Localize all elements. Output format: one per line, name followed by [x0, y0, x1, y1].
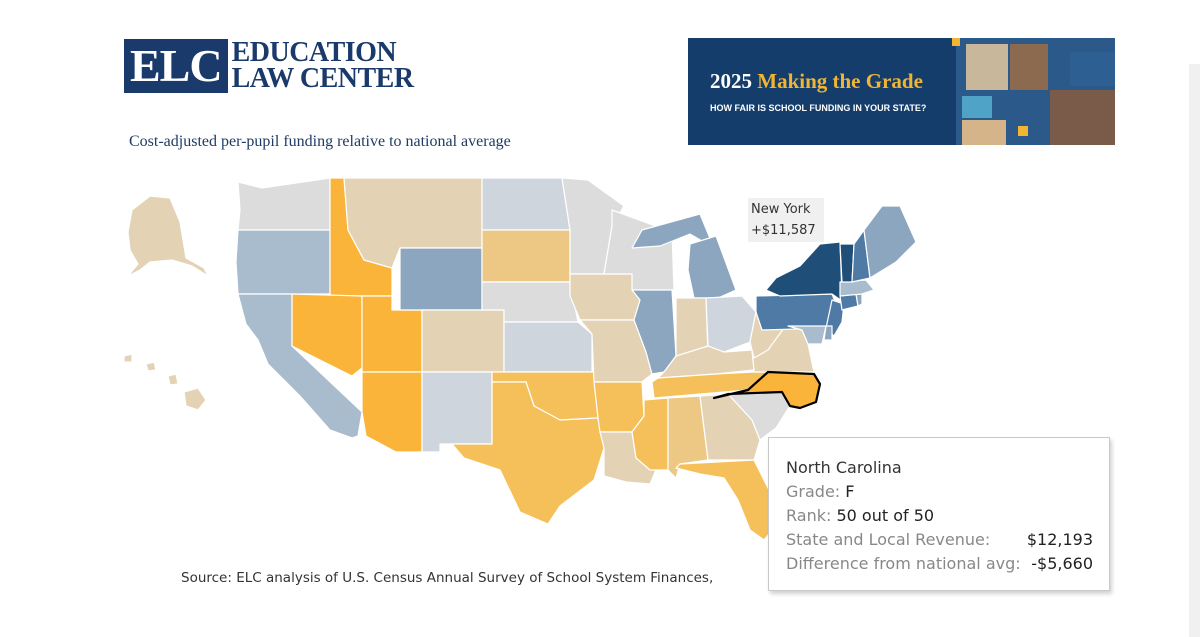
state-nevada[interactable] — [291, 293, 363, 377]
photo-tile-icon — [1010, 44, 1048, 90]
logo-line-2: LAW CENTER — [231, 63, 414, 94]
photo-tile-icon — [1050, 90, 1115, 145]
photo-tile-icon — [966, 44, 1008, 90]
elc-logo[interactable]: ELC EDUCATION LAW CENTER — [124, 38, 414, 94]
difference-value: -$5,660 — [1031, 554, 1093, 573]
logo-abbrev: ELC — [124, 39, 228, 93]
state-texas[interactable] — [451, 381, 605, 525]
state-wyoming[interactable] — [399, 247, 483, 311]
state-north-dakota[interactable] — [481, 177, 571, 231]
source-note: Source: ELC analysis of U.S. Census Annu… — [181, 570, 714, 586]
vertical-scrollbar[interactable] — [1189, 64, 1200, 637]
map-subtitle: Cost-adjusted per-pupil funding relative… — [129, 133, 511, 150]
tooltip-grade: Grade: F — [786, 480, 1093, 504]
rank-value: 50 out of 50 — [836, 506, 935, 525]
banner-year: 2025 — [710, 69, 752, 93]
hover-state-value: +$11,587 — [751, 223, 816, 238]
state-new-mexico[interactable] — [421, 371, 493, 453]
tooltip-revenue: State and Local Revenue: $12,193 — [786, 528, 1093, 552]
difference-label: Difference from national avg: — [786, 554, 1021, 573]
state-north-carolina[interactable] — [712, 370, 822, 410]
logo-wordmark: EDUCATION LAW CENTER — [231, 37, 414, 94]
state-washington[interactable] — [237, 177, 331, 231]
rank-label: Rank: — [786, 506, 832, 525]
banner-subtitle: HOW FAIR IS SCHOOL FUNDING IN YOUR STATE… — [710, 103, 927, 113]
logo-line-1: EDUCATION — [231, 37, 397, 68]
state-kansas[interactable] — [503, 321, 593, 373]
state-arkansas[interactable] — [593, 381, 645, 433]
state-michigan[interactable] — [631, 213, 715, 249]
revenue-label: State and Local Revenue: — [786, 530, 991, 549]
tooltip-rank: Rank: 50 out of 50 — [786, 504, 1093, 528]
state-michigan-lower[interactable] — [687, 235, 737, 299]
state-connecticut[interactable] — [839, 293, 859, 311]
state-maine[interactable] — [863, 205, 917, 279]
state-alaska[interactable] — [127, 195, 209, 277]
state-arizona[interactable] — [361, 371, 423, 453]
banner-title-text: Making the Grade — [757, 69, 923, 93]
state-iowa[interactable] — [569, 273, 641, 321]
state-maryland[interactable] — [787, 325, 827, 345]
hover-label: New York +$11,587 — [748, 198, 824, 242]
grade-value: F — [845, 482, 855, 501]
photo-tile-icon — [962, 120, 1006, 145]
state-illinois[interactable] — [631, 289, 677, 375]
state-ohio[interactable] — [705, 295, 757, 353]
state-oregon[interactable] — [235, 229, 331, 295]
state-hawaii[interactable] — [123, 353, 207, 411]
state-south-dakota[interactable] — [481, 229, 571, 283]
state-florida[interactable] — [675, 459, 775, 541]
grade-label: Grade: — [786, 482, 841, 501]
tooltip-difference: Difference from national avg: -$5,660 — [786, 552, 1093, 576]
state-tooltip: North Carolina Grade: F Rank: 50 out of … — [768, 437, 1110, 591]
state-delaware[interactable] — [823, 325, 833, 341]
banner-title: 2025 Making the Grade — [710, 69, 923, 94]
tooltip-state-name: North Carolina — [786, 458, 902, 477]
state-colorado[interactable] — [421, 309, 505, 373]
revenue-value: $12,193 — [1026, 530, 1093, 549]
making-the-grade-banner[interactable]: 2025 Making the Grade HOW FAIR IS SCHOOL… — [688, 38, 1115, 145]
hover-state-name: New York — [751, 202, 811, 217]
